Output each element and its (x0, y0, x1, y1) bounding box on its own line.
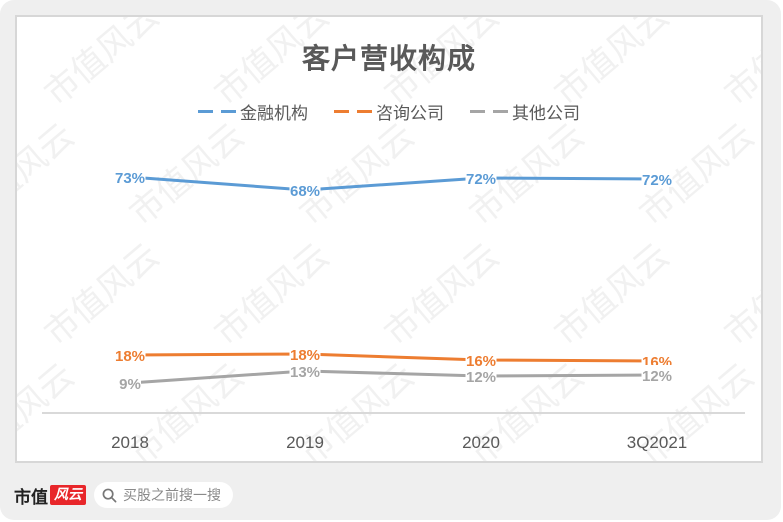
svg-text:2020: 2020 (462, 433, 500, 452)
svg-text:68%: 68% (290, 183, 320, 200)
search-placeholder: 买股之前搜一搜 (123, 488, 221, 504)
search-box[interactable]: 买股之前搜一搜 (94, 482, 233, 508)
svg-text:13%: 13% (290, 364, 320, 381)
svg-text:3Q2021: 3Q2021 (627, 433, 688, 452)
legend-swatch-icon (470, 110, 508, 113)
svg-text:2019: 2019 (286, 433, 324, 452)
svg-text:12%: 12% (466, 369, 496, 386)
svg-text:72%: 72% (466, 171, 496, 188)
svg-text:2018: 2018 (111, 433, 149, 452)
chart-title: 客户营收构成 (301, 42, 476, 75)
svg-text:72%: 72% (642, 172, 672, 189)
legend-swatch-icon (334, 110, 372, 113)
legend-item-consulting: 咨询公司 (334, 99, 444, 124)
svg-text:18%: 18% (290, 347, 320, 364)
legend-label: 其他公司 (512, 104, 580, 124)
svg-text:16%: 16% (466, 353, 496, 370)
footer-bar: 市值 风云 买股之前搜一搜 (14, 482, 233, 508)
brand-mark: 风云 (50, 485, 86, 505)
svg-text:18%: 18% (115, 348, 145, 365)
search-icon (102, 488, 117, 502)
legend-label: 金融机构 (240, 104, 308, 124)
legend-item-other: 其他公司 (470, 99, 580, 124)
svg-text:9%: 9% (119, 376, 141, 393)
brand-logo: 市值 风云 (14, 483, 86, 508)
legend-item-financial: 金融机构 (198, 99, 308, 124)
legend-label: 咨询公司 (376, 104, 444, 124)
legend-swatch-icon (198, 110, 236, 113)
svg-text:12%: 12% (642, 368, 672, 385)
svg-text:73%: 73% (115, 170, 145, 187)
chart-legend: 金融机构 咨询公司 其他公司 (17, 99, 761, 124)
chart-container: 市值风云 市值风云 市值风云 市值风云 市值风云 市值风云 市值风云 市值风云 市值风云 市值风云… (15, 15, 763, 463)
